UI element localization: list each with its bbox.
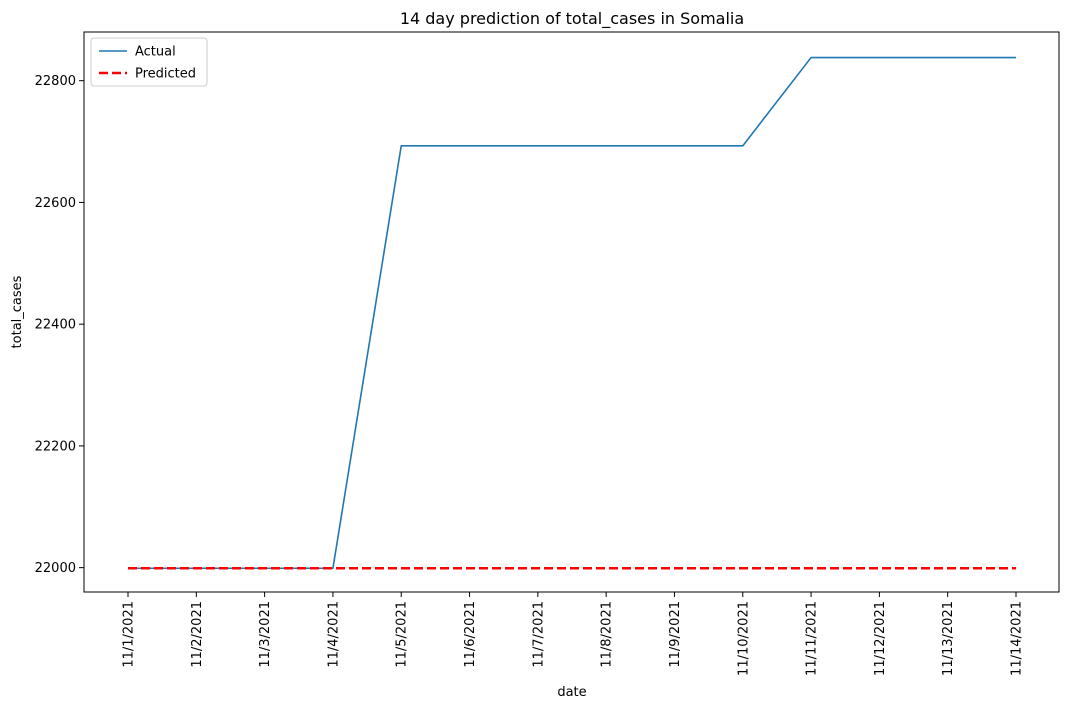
y-tick-label: 22600: [35, 196, 76, 211]
x-tick-label: 11/10/2021: [736, 601, 751, 676]
legend-label-actual: Actual: [135, 45, 176, 60]
x-tick-label: 11/5/2021: [395, 601, 410, 668]
x-tick-label: 11/7/2021: [531, 601, 546, 668]
legend-label-predicted: Predicted: [135, 67, 196, 82]
y-axis-label: total_cases: [10, 275, 25, 348]
data-point-actual: [399, 144, 403, 148]
x-tick-label: 11/11/2021: [805, 601, 820, 676]
data-point-predicted: [672, 566, 676, 570]
x-tick-label: 11/3/2021: [258, 601, 273, 668]
plot-frame: [83, 31, 1060, 593]
data-point-actual: [1014, 56, 1018, 60]
x-tick-label: 11/12/2021: [873, 601, 888, 676]
x-tick-label: 11/13/2021: [941, 601, 956, 676]
x-tick-label: 11/8/2021: [600, 601, 615, 668]
data-point-predicted: [1014, 566, 1018, 570]
data-point-predicted: [468, 566, 472, 570]
data-point-actual: [536, 144, 540, 148]
data-point-actual: [946, 56, 950, 60]
x-tick-label: 11/2/2021: [190, 601, 205, 668]
legend: Actual Predicted: [90, 37, 208, 87]
data-point-predicted: [604, 566, 608, 570]
x-tick-label: 11/9/2021: [668, 601, 683, 668]
y-tick-label: 22000: [35, 561, 76, 576]
data-point-actual: [468, 144, 472, 148]
data-point-actual: [604, 144, 608, 148]
x-axis-label: date: [557, 685, 586, 700]
x-tick-label: 11/14/2021: [1010, 601, 1025, 676]
data-point-predicted: [126, 566, 130, 570]
x-tick-label: 11/6/2021: [463, 601, 478, 668]
data-point-predicted: [877, 566, 881, 570]
data-point-actual: [672, 144, 676, 148]
chart-title: 14 day prediction of total_cases in Soma…: [400, 9, 744, 29]
data-point-actual: [877, 56, 881, 60]
data-point-actual: [809, 56, 813, 60]
data-point-actual: [741, 144, 745, 148]
x-tick-label: 11/1/2021: [122, 601, 137, 668]
data-point-predicted: [536, 566, 540, 570]
plot-area: 22000 22200 22400 22600 22800 11/1/2021 11/2/2…: [35, 31, 1060, 676]
data-point-predicted: [946, 566, 950, 570]
data-point-predicted: [809, 566, 813, 570]
y-tick-label: 22200: [35, 439, 76, 454]
x-tick-label: 11/4/2021: [326, 601, 341, 668]
data-point-predicted: [331, 566, 335, 570]
data-point-predicted: [741, 566, 745, 570]
y-tick-label: 22800: [35, 74, 76, 89]
data-point-predicted: [399, 566, 403, 570]
data-point-predicted: [263, 566, 267, 570]
y-tick-label: 22400: [35, 318, 76, 333]
data-point-predicted: [194, 566, 198, 570]
